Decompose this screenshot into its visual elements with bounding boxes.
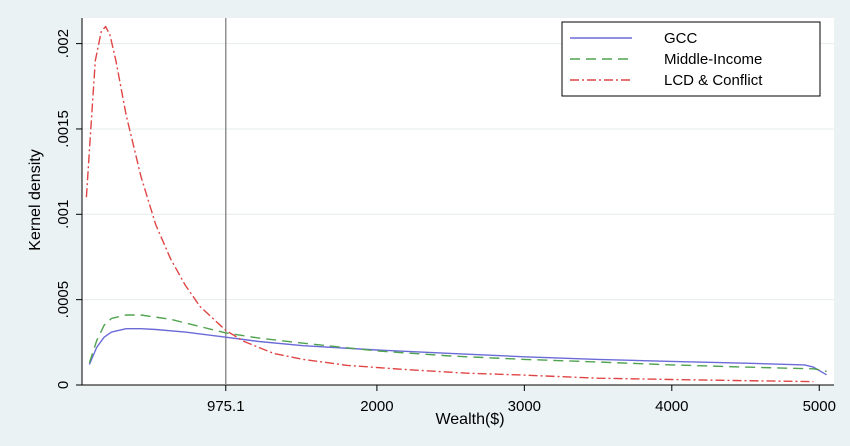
x-tick-label-0: 975.1 (207, 398, 245, 415)
x-axis-title: Wealth($) (435, 411, 504, 428)
legend: GCC Middle-Income LCD & Conflict (561, 21, 821, 97)
x-tick-label-1: 2000 (360, 398, 393, 415)
y-axis-ticks: 0 .0005 .001 .0015 .002 (55, 29, 82, 389)
series-line-0 (88, 328, 827, 376)
series-line-2 (85, 25, 814, 383)
legend-label-1: Middle-Income (664, 51, 762, 68)
y-axis-title: Kernel density (27, 149, 44, 250)
series-line-1 (88, 314, 827, 372)
x-axis-ticks: 975.1 2000 3000 4000 5000 (207, 385, 836, 415)
x-tick-label-2: 3000 (508, 398, 541, 415)
y-tick-label-0: 0 (55, 381, 72, 389)
legend-label-0: GCC (664, 30, 698, 47)
y-tick-label-2: .001 (55, 200, 72, 229)
y-tick-label-1: .0005 (55, 281, 72, 319)
y-tick-label-4: .002 (55, 29, 72, 58)
x-tick-label-4: 5000 (803, 398, 836, 415)
series-lines (85, 25, 827, 383)
x-tick-label-3: 4000 (655, 398, 688, 415)
legend-label-2: LCD & Conflict (664, 72, 763, 89)
y-tick-label-3: .0015 (55, 110, 72, 148)
